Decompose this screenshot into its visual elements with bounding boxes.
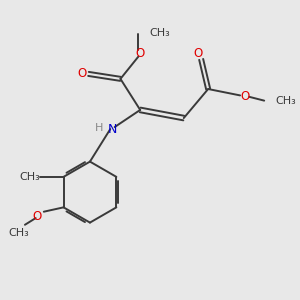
Text: O: O bbox=[77, 68, 87, 80]
Text: CH₃: CH₃ bbox=[275, 96, 296, 106]
Text: H: H bbox=[95, 123, 103, 133]
Text: CH₃: CH₃ bbox=[9, 228, 29, 238]
Text: O: O bbox=[32, 210, 41, 223]
Text: O: O bbox=[193, 46, 202, 59]
Text: O: O bbox=[135, 46, 145, 59]
Text: O: O bbox=[241, 90, 250, 104]
Text: CH₃: CH₃ bbox=[149, 28, 170, 38]
Text: N: N bbox=[108, 123, 117, 136]
Text: CH₃: CH₃ bbox=[20, 172, 40, 182]
